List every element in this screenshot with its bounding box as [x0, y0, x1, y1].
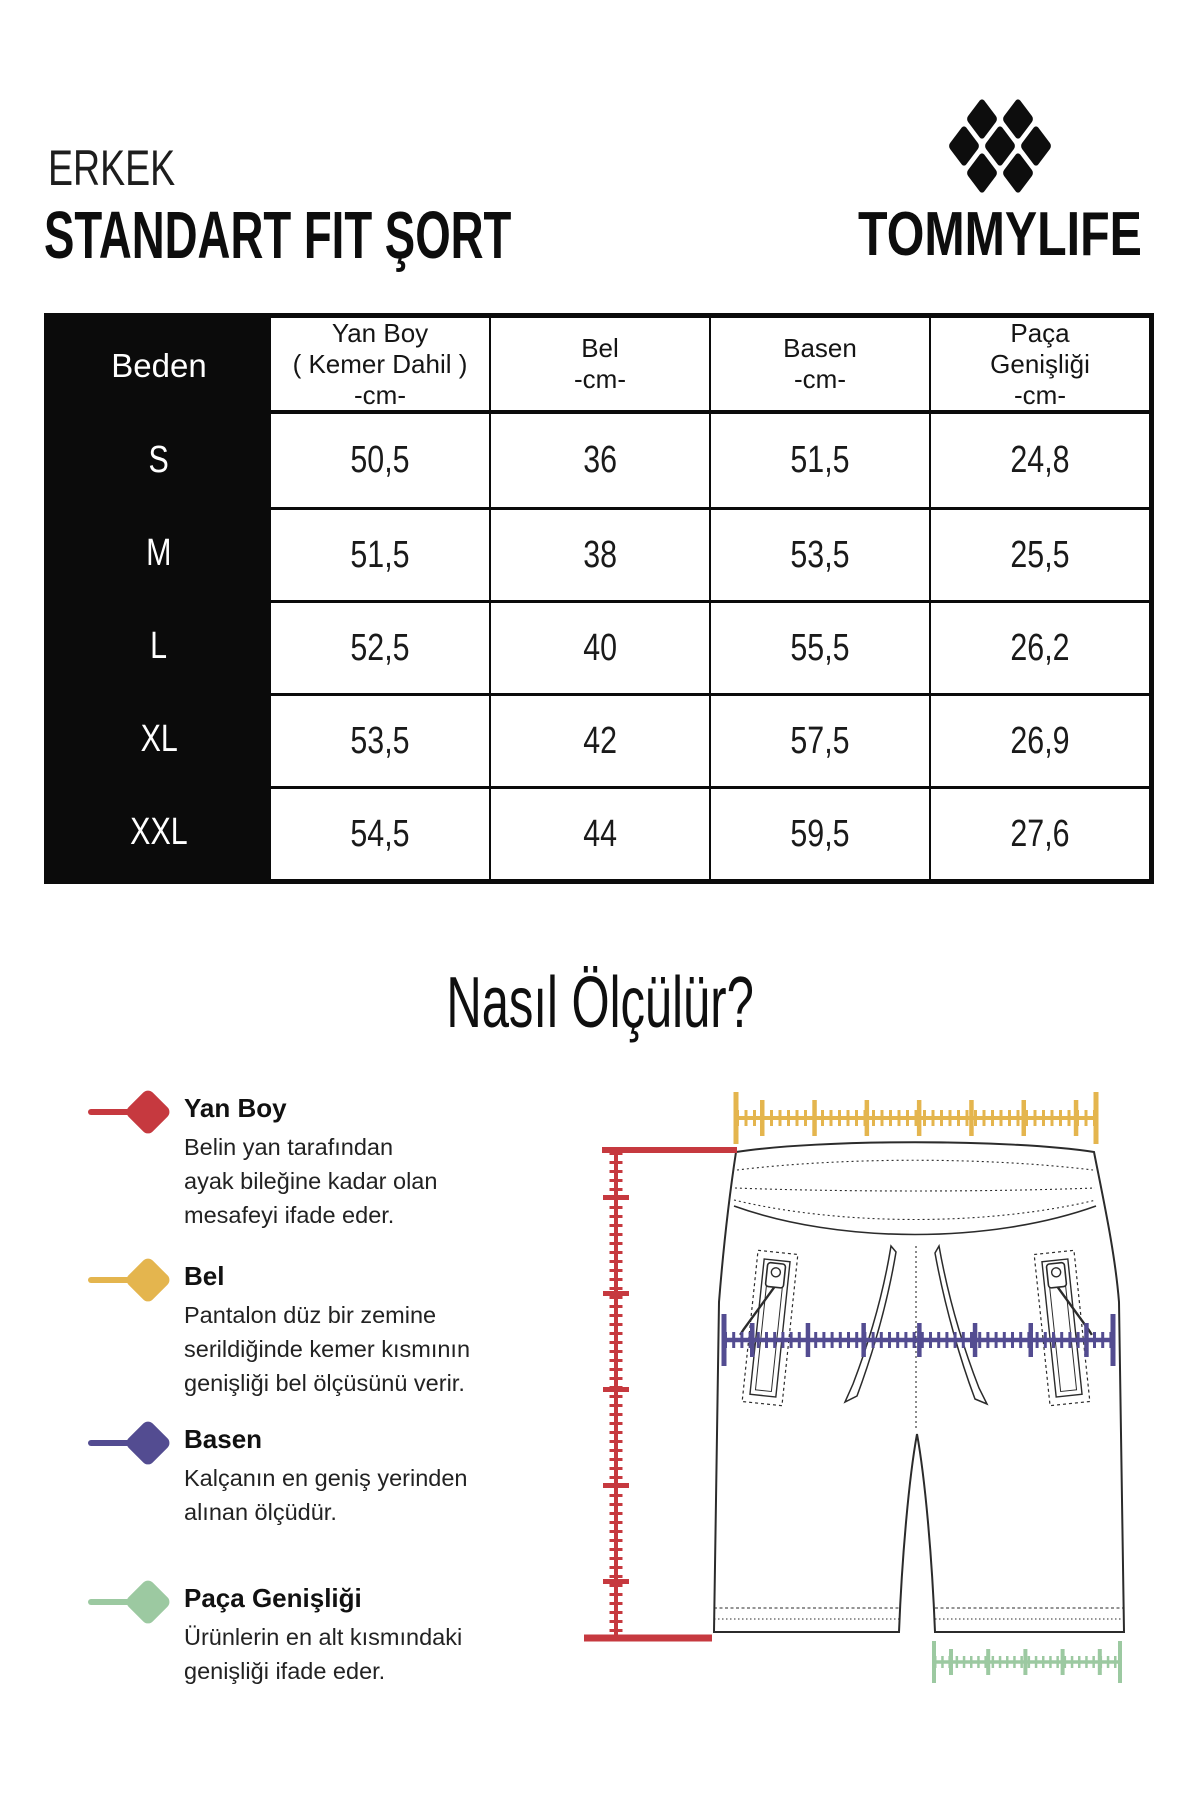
size-table-header-beden: Beden [49, 318, 269, 414]
product-title: STANDART FIT ŞORT [44, 197, 731, 274]
paca-genisligi-ruler [932, 1641, 1122, 1683]
legend-label: Paça Genişliği [184, 1583, 362, 1613]
legend-description: Kalçanın en geniş yerinden alınan ölçüdü… [184, 1465, 468, 1525]
legend-label: Bel [184, 1261, 225, 1291]
waistband-stitch-2 [734, 1187, 1096, 1192]
table-cell: 26,9 [929, 693, 1149, 786]
table-cell: 42 [489, 693, 709, 786]
size-table-header-bel: Bel -cm- [489, 318, 709, 414]
table-cell: 53,5 [269, 693, 489, 786]
basen-diamond-marker-icon [88, 1418, 173, 1468]
legend-description: Belin yan tarafından ayak bileğine kadar… [184, 1134, 438, 1228]
size-table-header-paca: Paça Genişliği -cm- [929, 318, 1149, 414]
size-table-header-basen: Basen -cm- [709, 318, 929, 414]
table-cell: 53,5 [709, 507, 929, 600]
waistband-bottom-seam [733, 1205, 1097, 1236]
category-title: ERKEK [48, 139, 218, 197]
category-title-text: ERKEK [48, 140, 176, 196]
waistband-stitch-3 [733, 1199, 1097, 1221]
zip-pocket-right [1033, 1249, 1093, 1407]
legend-description: Pantalon düz bir zemine serildiğinde kem… [184, 1302, 471, 1396]
table-cell: 52,5 [269, 600, 489, 693]
drawstring-left [843, 1244, 897, 1404]
table-row-size: XL [49, 693, 269, 786]
table-cell: 40 [489, 600, 709, 693]
brand-logo-diamond-lattice-icon [949, 99, 1051, 193]
table-cell: 59,5 [709, 786, 929, 879]
basen-ruler [721, 1314, 1116, 1366]
hem-stitches [714, 1607, 1124, 1620]
yan-boy-ruler [584, 1147, 737, 1642]
table-cell: 36 [489, 414, 709, 507]
how-to-measure-title: Nasıl Ölçülür? [446, 963, 754, 1043]
table-cell: 25,5 [929, 507, 1149, 600]
table-row-size: S [49, 414, 269, 507]
table-cell: 54,5 [269, 786, 489, 879]
table-cell: 38 [489, 507, 709, 600]
legend-description: Ürünlerin en alt kısmındaki genişliği if… [184, 1624, 463, 1684]
bel-ruler [733, 1092, 1099, 1144]
table-cell: 55,5 [709, 600, 929, 693]
drawstring-right [934, 1243, 989, 1406]
paca-genisligi-diamond-marker-icon [88, 1577, 173, 1627]
table-cell: 50,5 [269, 414, 489, 507]
size-table-header-yan-boy: Yan Boy ( Kemer Dahil ) -cm- [269, 318, 489, 414]
shorts-technical-drawing [712, 1141, 1126, 1633]
brand-name-text: TOMMYLIFE [858, 200, 1142, 269]
table-cell: 44 [489, 786, 709, 879]
size-table: Beden Yan Boy ( Kemer Dahil ) -cm- Bel -… [44, 313, 1154, 884]
table-cell: 51,5 [709, 414, 929, 507]
yan-boy-diamond-marker-icon [88, 1087, 173, 1137]
table-row-size: XXL [49, 786, 269, 879]
table-row-size: L [49, 600, 269, 693]
legend-label: Basen [184, 1424, 263, 1454]
table-cell: 57,5 [709, 693, 929, 786]
table-cell: 24,8 [929, 414, 1149, 507]
zip-pocket-left [739, 1249, 799, 1407]
brand-name: TOMMYLIFE [800, 199, 1200, 270]
legend-item-basen: Basen Kalçanın en geniş yerinden alınan … [88, 1418, 554, 1529]
shorts-measurement-diagram [584, 1092, 1126, 1683]
legend-label: Yan Boy [184, 1093, 287, 1123]
table-cell: 26,2 [929, 600, 1149, 693]
legend-item-bel: Bel Pantalon düz bir zemine serildiğinde… [88, 1255, 554, 1400]
shorts-outline [712, 1141, 1126, 1633]
table-row-size: M [49, 507, 269, 600]
legend-item-paca-genisligi: Paça Genişliği Ürünlerin en alt kısmında… [88, 1577, 554, 1688]
table-cell: 27,6 [929, 786, 1149, 879]
product-title-text: STANDART FIT ŞORT [44, 198, 512, 273]
table-cell: 51,5 [269, 507, 489, 600]
bel-diamond-marker-icon [88, 1255, 173, 1305]
legend-item-yan-boy: Yan Boy Belin yan tarafından ayak bileği… [88, 1087, 554, 1232]
